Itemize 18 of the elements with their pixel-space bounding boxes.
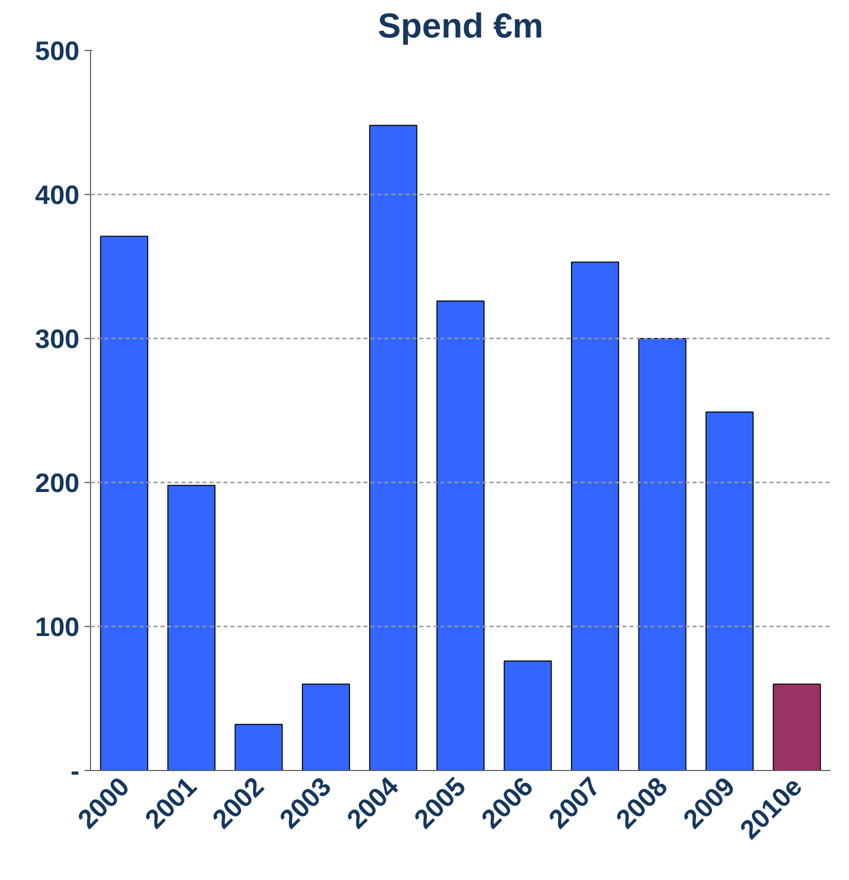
y-tick-label: - [70, 756, 80, 786]
bar [100, 236, 148, 770]
bar [369, 124, 418, 770]
bar [436, 300, 485, 770]
bar [706, 411, 754, 770]
bar [638, 338, 686, 770]
bar [302, 684, 350, 770]
bar [772, 684, 821, 770]
y-tick-label: 200 [35, 468, 80, 498]
bar [234, 724, 283, 770]
bar [571, 262, 620, 770]
y-tick-label: 300 [35, 324, 80, 354]
y-tick-label: 400 [35, 180, 80, 210]
y-tick-label: 500 [35, 36, 80, 66]
bar [504, 660, 552, 770]
bar [167, 484, 216, 770]
chart-title: Spend €m [378, 8, 544, 46]
y-tick-label: 100 [35, 612, 80, 642]
